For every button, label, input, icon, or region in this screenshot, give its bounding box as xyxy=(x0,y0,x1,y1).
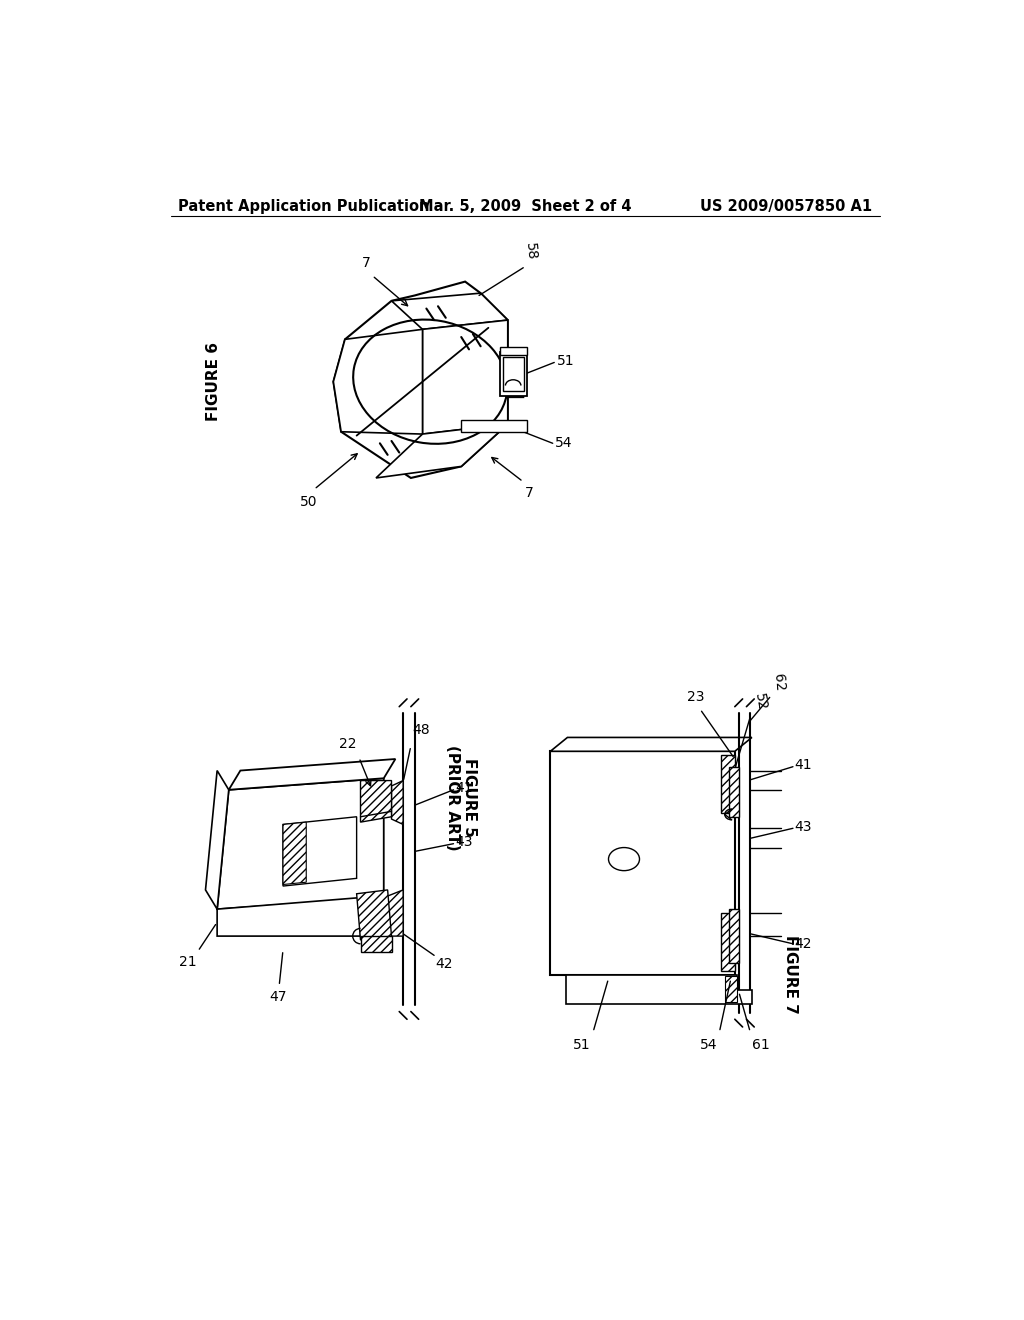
Text: 47: 47 xyxy=(269,990,287,1005)
Text: Mar. 5, 2009  Sheet 2 of 4: Mar. 5, 2009 Sheet 2 of 4 xyxy=(419,198,631,214)
Polygon shape xyxy=(550,751,735,974)
Polygon shape xyxy=(403,713,415,1006)
Text: 58: 58 xyxy=(523,242,539,261)
Text: 54: 54 xyxy=(555,437,572,450)
Text: 43: 43 xyxy=(455,836,472,849)
Polygon shape xyxy=(500,352,527,396)
Text: 51: 51 xyxy=(557,354,574,368)
Text: 41: 41 xyxy=(455,781,473,795)
Polygon shape xyxy=(503,358,524,391)
Polygon shape xyxy=(356,890,391,940)
Text: 21: 21 xyxy=(178,956,197,969)
Polygon shape xyxy=(334,330,423,434)
Text: 7: 7 xyxy=(524,486,534,500)
Polygon shape xyxy=(729,909,738,964)
Polygon shape xyxy=(721,755,735,813)
Text: 7: 7 xyxy=(362,256,371,271)
Polygon shape xyxy=(376,424,508,478)
Text: 41: 41 xyxy=(795,758,812,772)
Polygon shape xyxy=(228,759,395,789)
Polygon shape xyxy=(334,281,523,478)
Text: 42: 42 xyxy=(435,957,454,972)
Polygon shape xyxy=(283,817,356,886)
Text: Patent Application Publication: Patent Application Publication xyxy=(178,198,430,214)
Polygon shape xyxy=(729,767,738,817)
Polygon shape xyxy=(461,420,527,432)
Polygon shape xyxy=(566,974,752,1003)
Text: 23: 23 xyxy=(687,689,705,704)
Text: 62: 62 xyxy=(771,673,786,692)
Polygon shape xyxy=(391,780,403,825)
Polygon shape xyxy=(360,780,391,822)
Text: 54: 54 xyxy=(700,1038,718,1052)
Polygon shape xyxy=(423,321,508,434)
Text: US 2009/0057850 A1: US 2009/0057850 A1 xyxy=(699,198,872,214)
Polygon shape xyxy=(217,779,384,909)
Polygon shape xyxy=(217,898,360,936)
Text: 42: 42 xyxy=(795,937,812,950)
Polygon shape xyxy=(283,822,306,884)
Polygon shape xyxy=(360,936,391,952)
Text: 50: 50 xyxy=(300,495,317,510)
Text: FIGURE 5
(PRIOR ART): FIGURE 5 (PRIOR ART) xyxy=(445,744,477,850)
Text: 22: 22 xyxy=(339,738,356,751)
Text: 43: 43 xyxy=(795,820,812,834)
Text: 51: 51 xyxy=(573,1038,591,1052)
Text: FIGURE 7: FIGURE 7 xyxy=(783,935,798,1014)
Text: 52: 52 xyxy=(752,692,769,711)
Polygon shape xyxy=(391,293,508,330)
Polygon shape xyxy=(550,738,752,751)
Polygon shape xyxy=(725,977,737,1002)
Text: FIGURE 6: FIGURE 6 xyxy=(206,342,221,421)
Polygon shape xyxy=(206,771,228,909)
Polygon shape xyxy=(721,913,735,970)
Polygon shape xyxy=(380,890,403,936)
Text: 61: 61 xyxy=(752,1038,770,1052)
Polygon shape xyxy=(738,713,751,1014)
Polygon shape xyxy=(500,347,527,355)
Text: 48: 48 xyxy=(413,723,430,738)
